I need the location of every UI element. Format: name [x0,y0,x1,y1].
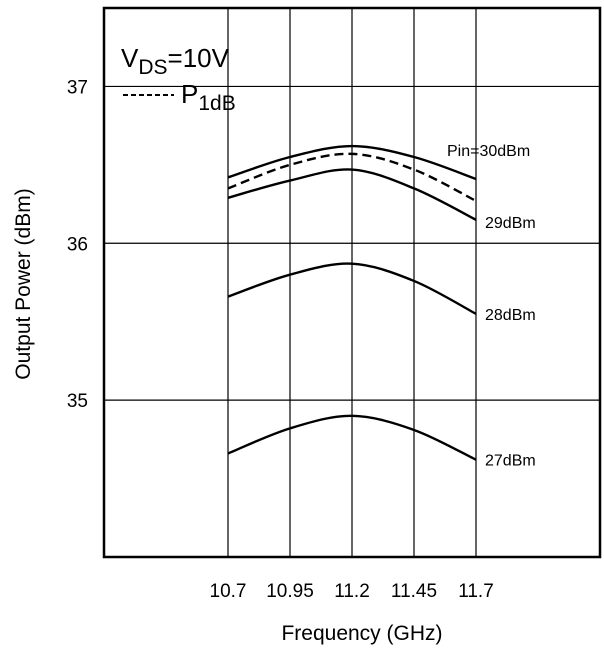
series-line-27dbm [227,414,477,461]
x-tick-labels: 10.7 10.95 11.2 11.45 11.7 [210,581,494,602]
legend: VDS=10V P1dB [121,43,236,115]
series-curves [227,144,477,461]
curve-labels: Pin=30dBm 29dBm 28dBm 27dBm [447,143,536,470]
series-line-p1db [227,152,477,203]
plot-frame [102,6,602,559]
y-tick-label: 36 [67,234,88,255]
x-tick-label: 11.7 [458,581,494,602]
legend-condition: VDS=10V [121,43,230,79]
y-tick-label: 35 [67,391,88,412]
curve-label: Pin=30dBm [447,143,530,160]
x-tick-label: 10.95 [266,581,314,602]
x-axis-label: Frequency (GHz) [281,622,442,645]
series-line-29dbm [227,168,477,221]
y-tick-labels: 35 36 37 [67,77,88,412]
x-tick-label: 11.2 [334,581,370,602]
y-tick-label: 37 [67,77,88,98]
series-line-pin-30dbm [227,144,477,181]
x-tick-label: 11.45 [391,581,437,602]
legend-p1db-label: P1dB [181,79,236,115]
curve-label: 27dBm [485,453,536,470]
curve-label: 29dBm [485,215,536,232]
series-line-28dbm [227,262,477,315]
y-axis-label: Output Power (dBm) [12,188,35,379]
curve-label: 28dBm [485,307,536,324]
grid-lines [104,8,600,557]
x-tick-label: 10.7 [210,581,247,602]
